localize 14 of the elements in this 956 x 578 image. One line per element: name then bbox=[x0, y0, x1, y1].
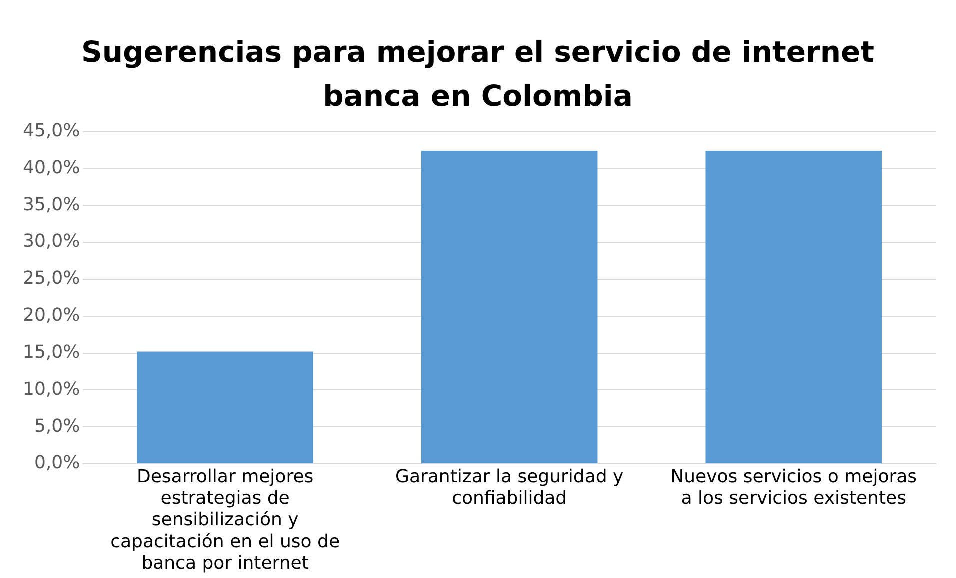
y-tick-label: 40,0% bbox=[22, 157, 80, 178]
y-tick-label: 35,0% bbox=[22, 194, 80, 216]
chart-title: Sugerencias para mejorar el servicio de internet banca en Colombia bbox=[80, 34, 876, 115]
y-tick-label: 5,0% bbox=[34, 416, 80, 437]
y-tick-label: 30,0% bbox=[22, 231, 80, 252]
x-tick-label: Nuevos servicios o mejoras a los servicios existentes bbox=[670, 466, 918, 510]
y-tick-label: 15,0% bbox=[22, 342, 80, 363]
y-tick-label: 0,0% bbox=[34, 452, 80, 474]
x-tick-label: Garantizar la seguridad y confiabilidad bbox=[395, 466, 624, 510]
y-tick-label: 45,0% bbox=[22, 120, 80, 142]
y-tick-label: 20,0% bbox=[22, 305, 80, 326]
y-tick-label: 10,0% bbox=[22, 378, 80, 400]
y-tick-label: 25,0% bbox=[22, 268, 80, 290]
x-tick-label: Desarrollar mejores estrategias de sensibilización y capacitación en el uso de banca por internet bbox=[110, 466, 340, 574]
